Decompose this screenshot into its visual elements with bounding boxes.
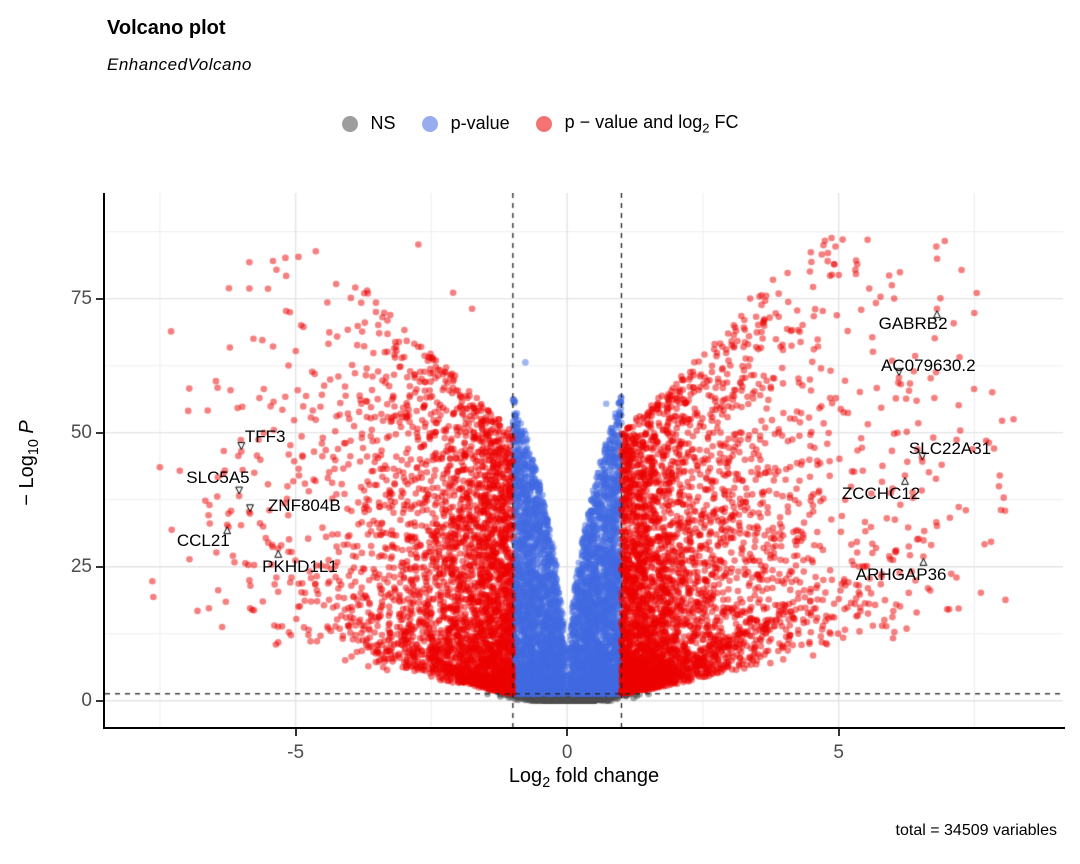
plot-title: Volcano plot	[107, 17, 226, 39]
gene-label-ZNF804B: ZNF804B	[267, 496, 341, 516]
gene-label-SLC5A5: SLC5A5	[186, 467, 250, 487]
volcano-canvas	[105, 193, 1063, 727]
legend-swatch-pvalue-icon	[421, 115, 438, 132]
gene-label-TFF3: TFF3	[244, 427, 286, 447]
legend-label: p − value and log2 FC	[564, 112, 739, 136]
y-tick	[96, 565, 103, 568]
gene-label-AC079630.2: AC079630.2	[881, 356, 976, 376]
gene-label-GABRB2: GABRB2	[878, 313, 948, 333]
legend-label: NS	[370, 113, 396, 134]
legend-item-both: p − value and log2 FC	[535, 112, 739, 136]
y-tick-label: 25	[70, 555, 92, 577]
y-tick-label: 50	[70, 421, 92, 443]
x-axis-line	[103, 727, 1065, 729]
y-tick-label: 0	[81, 689, 92, 711]
y-tick	[96, 297, 103, 300]
legend-item-pvalue: p-value	[421, 113, 510, 134]
y-axis-title: − Log10 P	[16, 420, 42, 506]
gene-label-PKHD1L1: PKHD1L1	[262, 556, 338, 576]
legend-label: p-value	[450, 113, 510, 134]
legend-swatch-both-icon	[535, 115, 552, 132]
x-axis-title: Log2 fold change	[508, 765, 660, 791]
x-tick	[294, 729, 297, 736]
gene-label-SLC22A31: SLC22A31	[908, 438, 992, 458]
gene-label-CCL21: CCL21	[176, 531, 230, 551]
legend-item-ns: NS	[341, 113, 396, 134]
plot-panel	[105, 193, 1063, 727]
x-tick-label: -5	[287, 742, 305, 763]
y-tick	[96, 699, 103, 702]
y-tick	[96, 431, 103, 434]
legend-swatch-ns-icon	[341, 115, 358, 132]
y-axis-line	[103, 193, 105, 729]
plot-caption: total = 34509 variables	[895, 822, 1057, 839]
gene-label-ZCCHC12: ZCCHC12	[841, 483, 921, 503]
x-tick	[566, 729, 569, 736]
gene-label-ARHGAP36: ARHGAP36	[855, 565, 947, 585]
y-tick-label: 75	[70, 287, 92, 309]
legend: NS p-value p − value and log2 FC	[0, 112, 1080, 136]
plot-subtitle: EnhancedVolcano	[107, 55, 252, 74]
x-tick-label: 0	[561, 742, 573, 763]
x-tick-label: 5	[833, 742, 844, 763]
x-tick	[837, 729, 840, 736]
